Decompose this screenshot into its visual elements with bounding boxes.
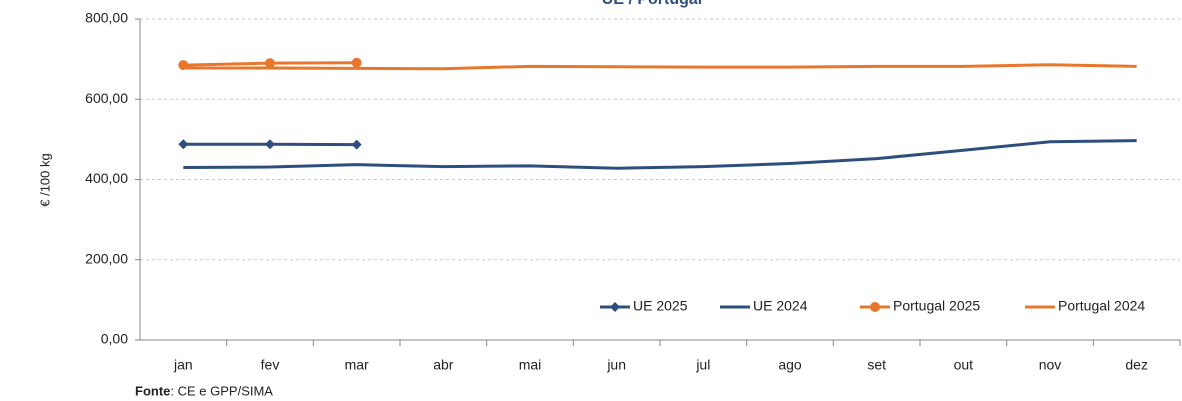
legend-label: UE 2024 [753,298,808,314]
y-tick-label: 0,00 [101,331,128,347]
source-text: : CE e GPP/SIMA [170,383,273,398]
x-tick-label: jan [173,357,193,373]
x-tick-label: dez [1125,357,1148,373]
data-point [351,57,362,68]
x-tick-label: mai [519,357,542,373]
legend-marker [870,302,880,312]
source-label: Fonte [135,383,170,398]
data-point [265,139,275,150]
x-tick-label: out [954,357,974,373]
x-tick-label: mar [345,357,369,373]
y-tick-label: 200,00 [85,250,128,266]
x-tick-label: jun [606,357,626,373]
y-tick-label: 800,00 [85,10,128,26]
x-tick-label: jul [695,357,710,373]
y-tick-label: 600,00 [85,90,128,106]
data-point [351,139,362,150]
series-line [183,139,1137,170]
y-axis-label: € /100 kg [37,153,52,207]
chart-title: UE / Portugal [602,0,702,8]
x-tick-label: nov [1039,357,1062,373]
x-tick-label: fev [261,357,280,373]
data-point [265,58,275,69]
data-point [178,139,189,150]
x-tick-label: abr [433,357,454,373]
y-tick-label: 400,00 [85,170,128,186]
legend-label: Portugal 2025 [893,298,980,314]
legend-marker [610,302,620,312]
x-tick-label: set [867,357,886,373]
legend-label: UE 2025 [633,298,688,314]
series-line [183,63,1137,71]
x-tick-label: ago [778,357,802,373]
legend-label: Portugal 2024 [1058,298,1145,314]
